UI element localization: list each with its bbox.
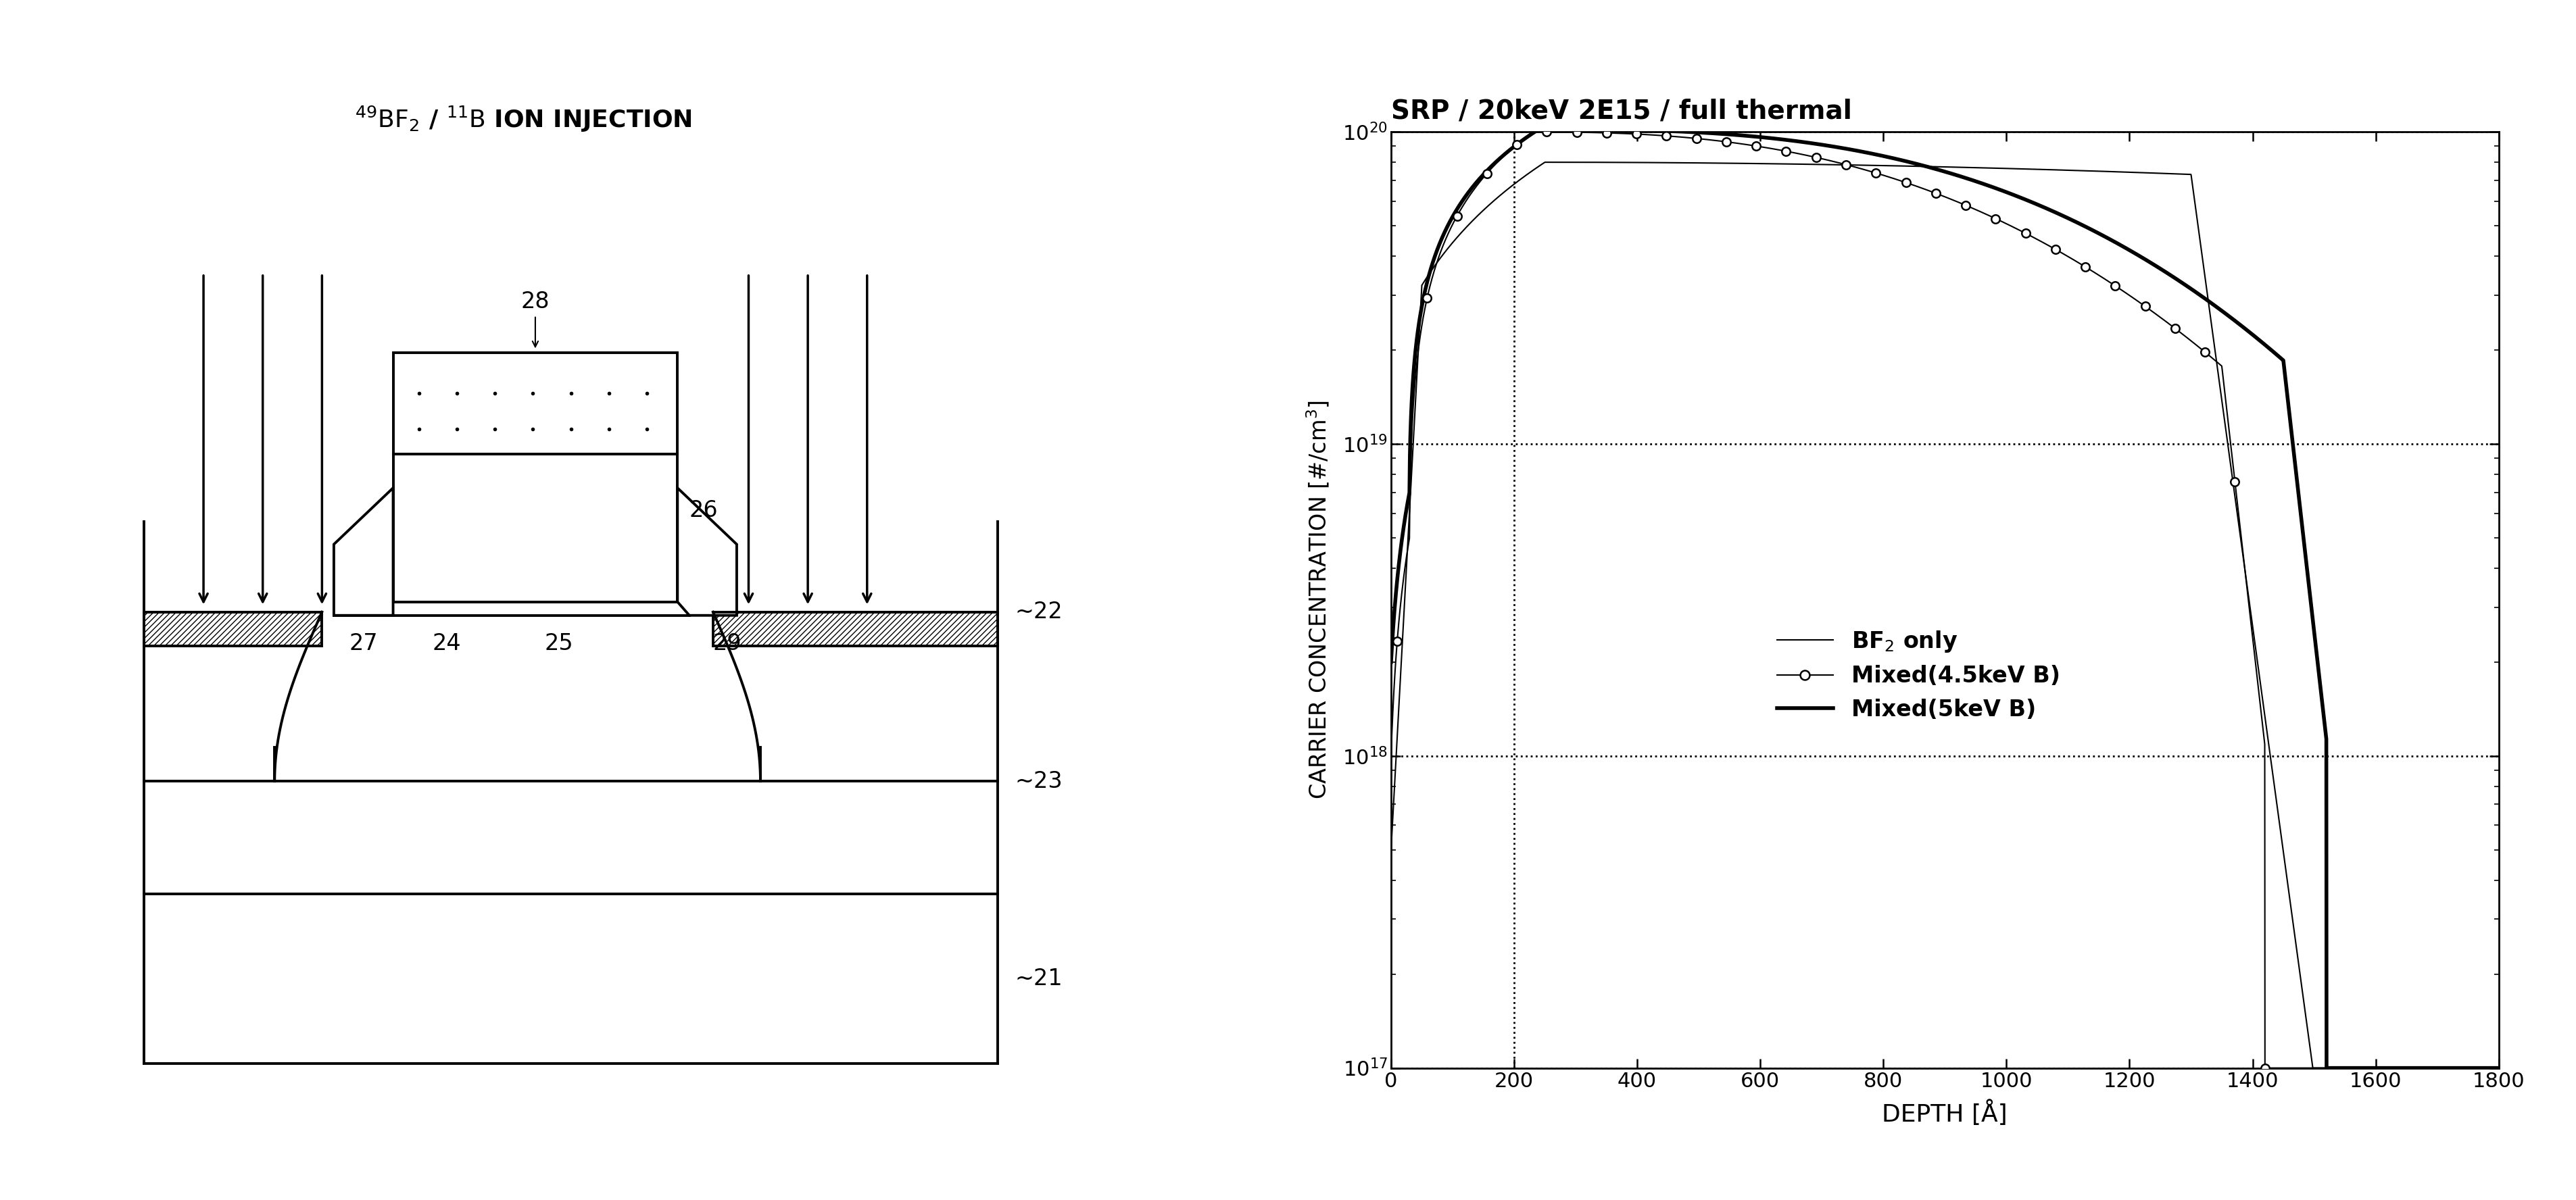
Polygon shape <box>335 488 394 616</box>
Text: ∼23: ∼23 <box>1015 770 1064 792</box>
Polygon shape <box>714 612 997 646</box>
Y-axis label: CARRIER CONCENTRATION [#/cm$^3$]: CARRIER CONCENTRATION [#/cm$^3$] <box>1306 401 1332 799</box>
Bar <box>394 353 677 454</box>
Text: 28: 28 <box>520 290 549 313</box>
X-axis label: DEPTH [Å]: DEPTH [Å] <box>1883 1100 2007 1127</box>
Bar <box>335 602 690 616</box>
Text: SRP / 20keV 2E15 / full thermal: SRP / 20keV 2E15 / full thermal <box>1391 98 1852 125</box>
Bar <box>394 454 677 602</box>
Text: $^{49}\mathrm{BF_2}$ / $^{11}\mathrm{B}$ ION INJECTION: $^{49}\mathrm{BF_2}$ / $^{11}\mathrm{B}$… <box>355 104 693 133</box>
Text: 27: 27 <box>350 632 379 655</box>
Text: 25: 25 <box>544 632 574 655</box>
Legend: BF$_2$ only, Mixed(4.5keV B), Mixed(5keV B): BF$_2$ only, Mixed(4.5keV B), Mixed(5keV… <box>1767 620 2069 730</box>
Text: 26: 26 <box>690 499 719 522</box>
Text: ∼22: ∼22 <box>1015 601 1064 623</box>
Text: ∼21: ∼21 <box>1015 967 1064 990</box>
Polygon shape <box>144 612 322 646</box>
Text: 29: 29 <box>714 632 742 655</box>
Polygon shape <box>677 488 737 616</box>
Text: 24: 24 <box>433 632 461 655</box>
